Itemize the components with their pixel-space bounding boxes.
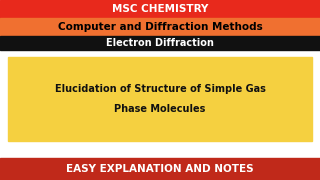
- Bar: [0, 36, 320, 50]
- Bar: [0, 0, 320, 18]
- Bar: [8, 57, 312, 141]
- Bar: [0, 50, 320, 158]
- Text: Phase Molecules: Phase Molecules: [114, 104, 206, 114]
- Text: MSC CHEMISTRY: MSC CHEMISTRY: [112, 4, 208, 14]
- Bar: [0, 18, 320, 36]
- Text: Electron Diffraction: Electron Diffraction: [106, 38, 214, 48]
- Bar: [0, 158, 320, 180]
- Text: EASY EXPLANATION AND NOTES: EASY EXPLANATION AND NOTES: [66, 164, 254, 174]
- Text: Elucidation of Structure of Simple Gas: Elucidation of Structure of Simple Gas: [55, 84, 265, 94]
- Text: Computer and Diffraction Methods: Computer and Diffraction Methods: [58, 22, 262, 32]
